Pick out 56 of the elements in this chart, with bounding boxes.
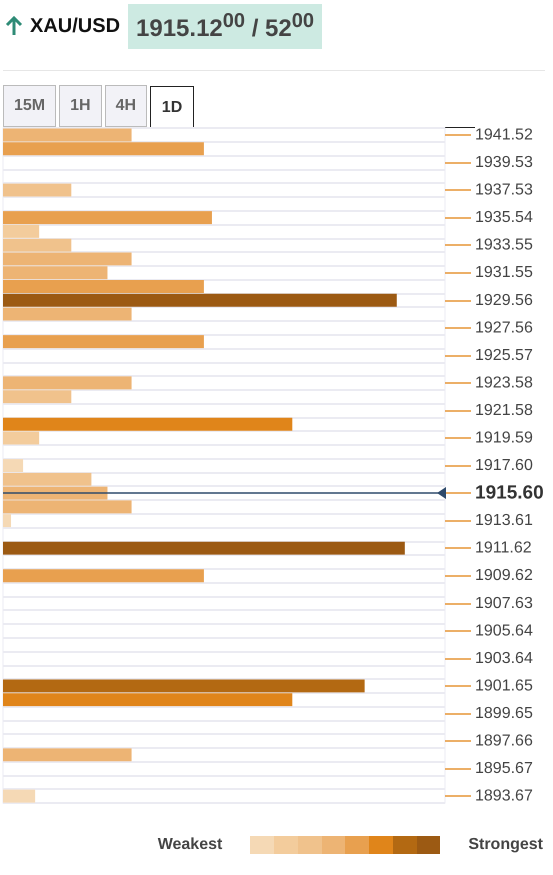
bar bbox=[3, 128, 132, 142]
bar bbox=[3, 142, 204, 156]
bar bbox=[3, 390, 72, 404]
y-tick-label: 1909.62 bbox=[475, 567, 533, 584]
y-tick-label: 1931.55 bbox=[475, 264, 533, 282]
chart-title: XAU/USD bbox=[30, 14, 120, 38]
text: Weakest bbox=[158, 836, 222, 854]
bar bbox=[3, 569, 204, 582]
y-tick-label: 1911.62 bbox=[475, 540, 532, 557]
y-tick-label: 1901.65 bbox=[475, 677, 533, 694]
bar bbox=[3, 679, 365, 692]
text: Strongest bbox=[468, 836, 543, 854]
text: 4H bbox=[104, 85, 148, 127]
y-tick-label: 1927.56 bbox=[475, 319, 533, 336]
y-tick-label: 1913.61 bbox=[475, 512, 533, 530]
bar bbox=[3, 514, 12, 528]
bar bbox=[3, 693, 292, 706]
y-tick-label: 1907.63 bbox=[475, 594, 533, 612]
bar bbox=[3, 748, 132, 762]
bar bbox=[3, 280, 204, 293]
y-tick-label: 1925.57 bbox=[475, 346, 533, 364]
bar bbox=[3, 459, 24, 472]
bar bbox=[3, 184, 72, 197]
y-tick-label: 1941.52 bbox=[475, 126, 533, 144]
y-tick-label: 1895.67 bbox=[475, 760, 533, 778]
y-tick-label: 1919.59 bbox=[475, 430, 533, 447]
y-tick-label: 1897.66 bbox=[475, 732, 533, 750]
bar bbox=[3, 376, 132, 390]
chart-subtitle: 1915.12$^{00}$ / 52$^{00}$ bbox=[128, 4, 322, 48]
bar bbox=[3, 418, 292, 431]
y-tick-label: 1929.56 bbox=[475, 292, 533, 309]
y-tick-label: 1899.65 bbox=[475, 704, 533, 722]
y-tick-label: 1923.58 bbox=[475, 374, 533, 392]
y-tick-label: 1905.64 bbox=[475, 622, 533, 640]
bar bbox=[3, 432, 40, 444]
text: 15M bbox=[3, 85, 56, 127]
y-tick-label: 1893.67 bbox=[475, 788, 533, 805]
bar bbox=[3, 335, 204, 348]
y-tick-label: 1903.64 bbox=[475, 650, 533, 667]
bar bbox=[3, 224, 40, 238]
y-tick-label: 1915.60 bbox=[475, 482, 544, 504]
y-tick-label: 1935.54 bbox=[475, 209, 533, 226]
text: 1H bbox=[59, 85, 102, 127]
y-tick-label: 1933.55 bbox=[475, 236, 533, 254]
bar bbox=[3, 211, 212, 224]
bar bbox=[3, 308, 132, 321]
bar bbox=[3, 472, 92, 486]
y-tick-label: 1939.53 bbox=[475, 154, 533, 172]
bar bbox=[3, 238, 72, 252]
text: 1D bbox=[150, 86, 194, 128]
y-tick-label: 1917.60 bbox=[475, 457, 533, 474]
bar bbox=[3, 542, 405, 555]
bar bbox=[3, 790, 36, 803]
y-tick-label: 1921.58 bbox=[475, 402, 533, 419]
y-tick-label: 1937.53 bbox=[475, 182, 533, 199]
bar bbox=[3, 294, 397, 307]
